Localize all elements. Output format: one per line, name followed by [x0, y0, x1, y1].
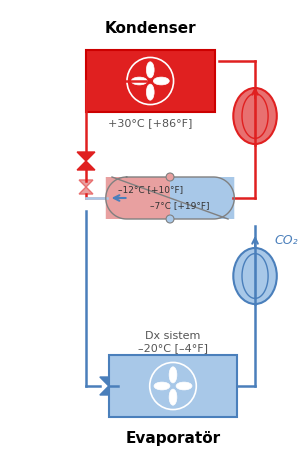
Circle shape [166, 173, 174, 181]
Text: +30°C [+86°F]: +30°C [+86°F] [108, 118, 192, 128]
Text: CO₂: CO₂ [275, 235, 299, 248]
Polygon shape [100, 386, 118, 395]
Polygon shape [79, 187, 93, 194]
Ellipse shape [131, 77, 147, 85]
Polygon shape [79, 180, 93, 187]
Circle shape [166, 215, 174, 223]
Text: –7°C [+19°F]: –7°C [+19°F] [150, 202, 210, 211]
Ellipse shape [176, 382, 192, 390]
Ellipse shape [233, 248, 277, 304]
Text: Dx sistem
–20°C [–4°F]: Dx sistem –20°C [–4°F] [138, 331, 208, 353]
Ellipse shape [233, 88, 277, 144]
FancyBboxPatch shape [170, 177, 234, 219]
Ellipse shape [169, 367, 177, 383]
Ellipse shape [147, 84, 154, 100]
FancyBboxPatch shape [109, 355, 237, 417]
Ellipse shape [153, 77, 169, 85]
Polygon shape [100, 377, 118, 386]
FancyBboxPatch shape [106, 177, 170, 219]
Ellipse shape [169, 389, 177, 405]
Text: Evaporatör: Evaporatör [126, 431, 221, 446]
Polygon shape [77, 152, 95, 161]
Ellipse shape [154, 382, 170, 390]
Text: Kondenser: Kondenser [105, 21, 196, 36]
Text: –12°C [+10°F]: –12°C [+10°F] [118, 185, 183, 194]
FancyBboxPatch shape [86, 50, 215, 112]
Polygon shape [77, 161, 95, 170]
Ellipse shape [147, 62, 154, 78]
